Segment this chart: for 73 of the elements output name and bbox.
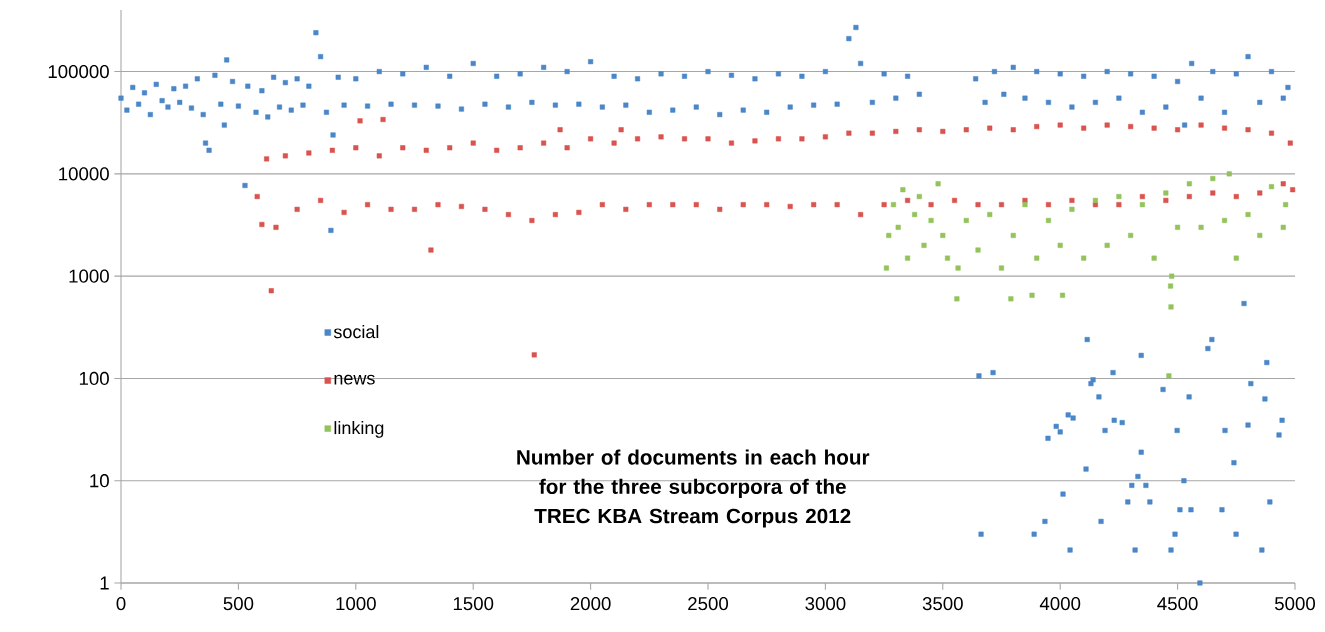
point: [912, 212, 918, 218]
point: [1022, 202, 1028, 208]
point: [935, 181, 941, 187]
point: [1169, 273, 1175, 279]
point: [1163, 190, 1169, 196]
point: [1029, 292, 1035, 298]
point: [928, 217, 934, 224]
point: [916, 194, 922, 200]
x-tick-label: 3000: [805, 597, 846, 611]
point: [1008, 296, 1014, 302]
point: [883, 265, 889, 271]
point: [1057, 242, 1063, 248]
x-tick-label: 4500: [1157, 597, 1198, 611]
point: [1151, 255, 1157, 261]
x-tick-label: 2000: [570, 597, 611, 611]
x-tick-label: 3500: [922, 597, 963, 611]
point: [1186, 181, 1192, 187]
x-tick-label: 2500: [688, 597, 729, 611]
y-tick-label: 1: [100, 576, 109, 590]
legend-label: linking: [334, 421, 384, 438]
x-tick-label: 0: [116, 597, 126, 611]
point: [1045, 217, 1051, 224]
point: [1226, 171, 1232, 177]
point: [1268, 184, 1275, 190]
point: [1092, 197, 1098, 203]
y-tick-label: 10: [90, 474, 109, 488]
point: [944, 255, 951, 261]
point: [1166, 373, 1172, 379]
y-tick-label: 10000: [59, 167, 109, 181]
point: [1139, 202, 1145, 208]
point: [954, 296, 960, 302]
y-tick-label: 100000: [48, 64, 109, 79]
point: [998, 265, 1005, 271]
point: [1128, 232, 1134, 238]
point: [1280, 224, 1286, 230]
point: [1233, 255, 1239, 261]
point: [1198, 224, 1204, 230]
point: [987, 212, 993, 218]
point: [1168, 304, 1174, 310]
point: [1257, 232, 1263, 238]
point: [1104, 242, 1110, 248]
x-tick-label: 500: [223, 597, 254, 611]
point: [1060, 292, 1066, 298]
point: [900, 187, 906, 193]
point: [1081, 255, 1087, 261]
point: [955, 265, 961, 271]
point: [1010, 232, 1016, 238]
point: [886, 232, 892, 238]
x-tick-label: 4000: [1039, 597, 1081, 611]
x-tick-label: 1000: [336, 597, 376, 611]
point: [975, 247, 981, 253]
point: [1222, 217, 1228, 224]
point: [921, 242, 927, 248]
point: [1175, 224, 1181, 230]
point: [1245, 212, 1251, 218]
point: [1168, 283, 1174, 289]
legend-label: news: [334, 374, 375, 385]
point: [1210, 176, 1216, 182]
point: [1034, 255, 1040, 261]
x-tick-label: 5000: [1274, 597, 1316, 611]
text: Number of documents in each hour for the three subcorpora of the TREC KBA Stream Corpus 2012: [517, 449, 870, 528]
point: [1069, 206, 1075, 212]
y-tick-label: 1000: [69, 269, 109, 283]
point: [1283, 202, 1289, 208]
point: [890, 202, 897, 208]
legend-label: social: [333, 325, 379, 339]
point: [963, 217, 969, 224]
point: [1116, 194, 1122, 200]
x-tick-label: 1500: [453, 597, 494, 611]
point: [940, 232, 946, 238]
y-tick-label: 100: [79, 371, 109, 386]
point: [905, 255, 911, 261]
point: [895, 224, 901, 230]
